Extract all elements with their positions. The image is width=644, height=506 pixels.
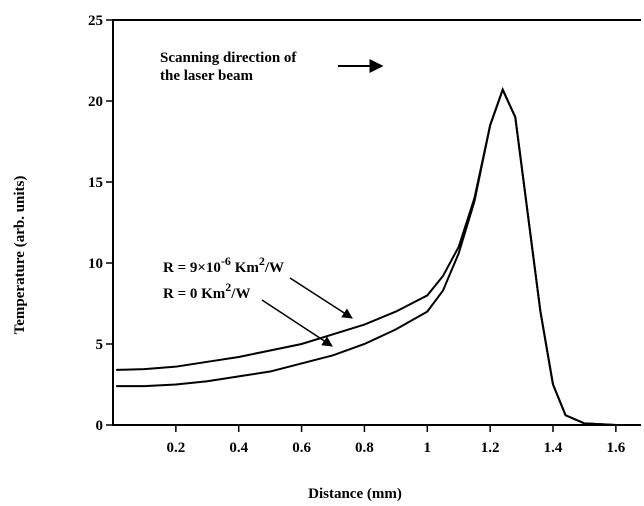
y-axis-label: Temperature (arb. units)	[12, 176, 28, 335]
y-tick-label: 5	[96, 337, 104, 353]
label-part: /W	[230, 286, 250, 302]
axis-frame	[112, 19, 641, 426]
y-tick-label: 10	[88, 256, 103, 272]
x-tick-label: 0.4	[229, 440, 248, 456]
label-part: -6	[221, 254, 231, 268]
x-tick-label: 1.6	[606, 440, 625, 456]
label-part: 2	[225, 280, 231, 294]
label-part: /W	[264, 260, 284, 276]
annotation: the laser beam	[160, 68, 254, 84]
x-tick-label: 0.2	[166, 440, 185, 456]
y-tick-label: 20	[88, 94, 103, 110]
pointer-arrow	[261, 299, 333, 347]
label-part: R = 9×10	[163, 260, 221, 276]
line	[116, 86, 641, 426]
y-tick-label: 25	[88, 13, 103, 29]
label-part: 2	[259, 254, 265, 268]
x-tick-label: 1.2	[481, 440, 500, 456]
line	[116, 86, 641, 426]
x-tick-label: 1.4	[544, 440, 563, 456]
x-tick-label: 0.8	[355, 440, 374, 456]
label-part: R = 0 Km	[163, 286, 226, 302]
x-axis-label: Distance (mm)	[308, 486, 402, 502]
series-label: R = 0 Km2/W	[163, 280, 250, 302]
label-part: Km	[231, 260, 259, 276]
annotation: Scanning direction of	[160, 50, 297, 66]
series-label: R = 9×10-6 Km2/W	[163, 254, 284, 276]
pointer-arrow	[289, 277, 353, 319]
y-tick-label: 15	[88, 175, 103, 191]
x-tick-label: 1	[424, 440, 432, 456]
y-tick-label: 0	[96, 418, 104, 434]
x-tick-label: 0.6	[292, 440, 311, 456]
